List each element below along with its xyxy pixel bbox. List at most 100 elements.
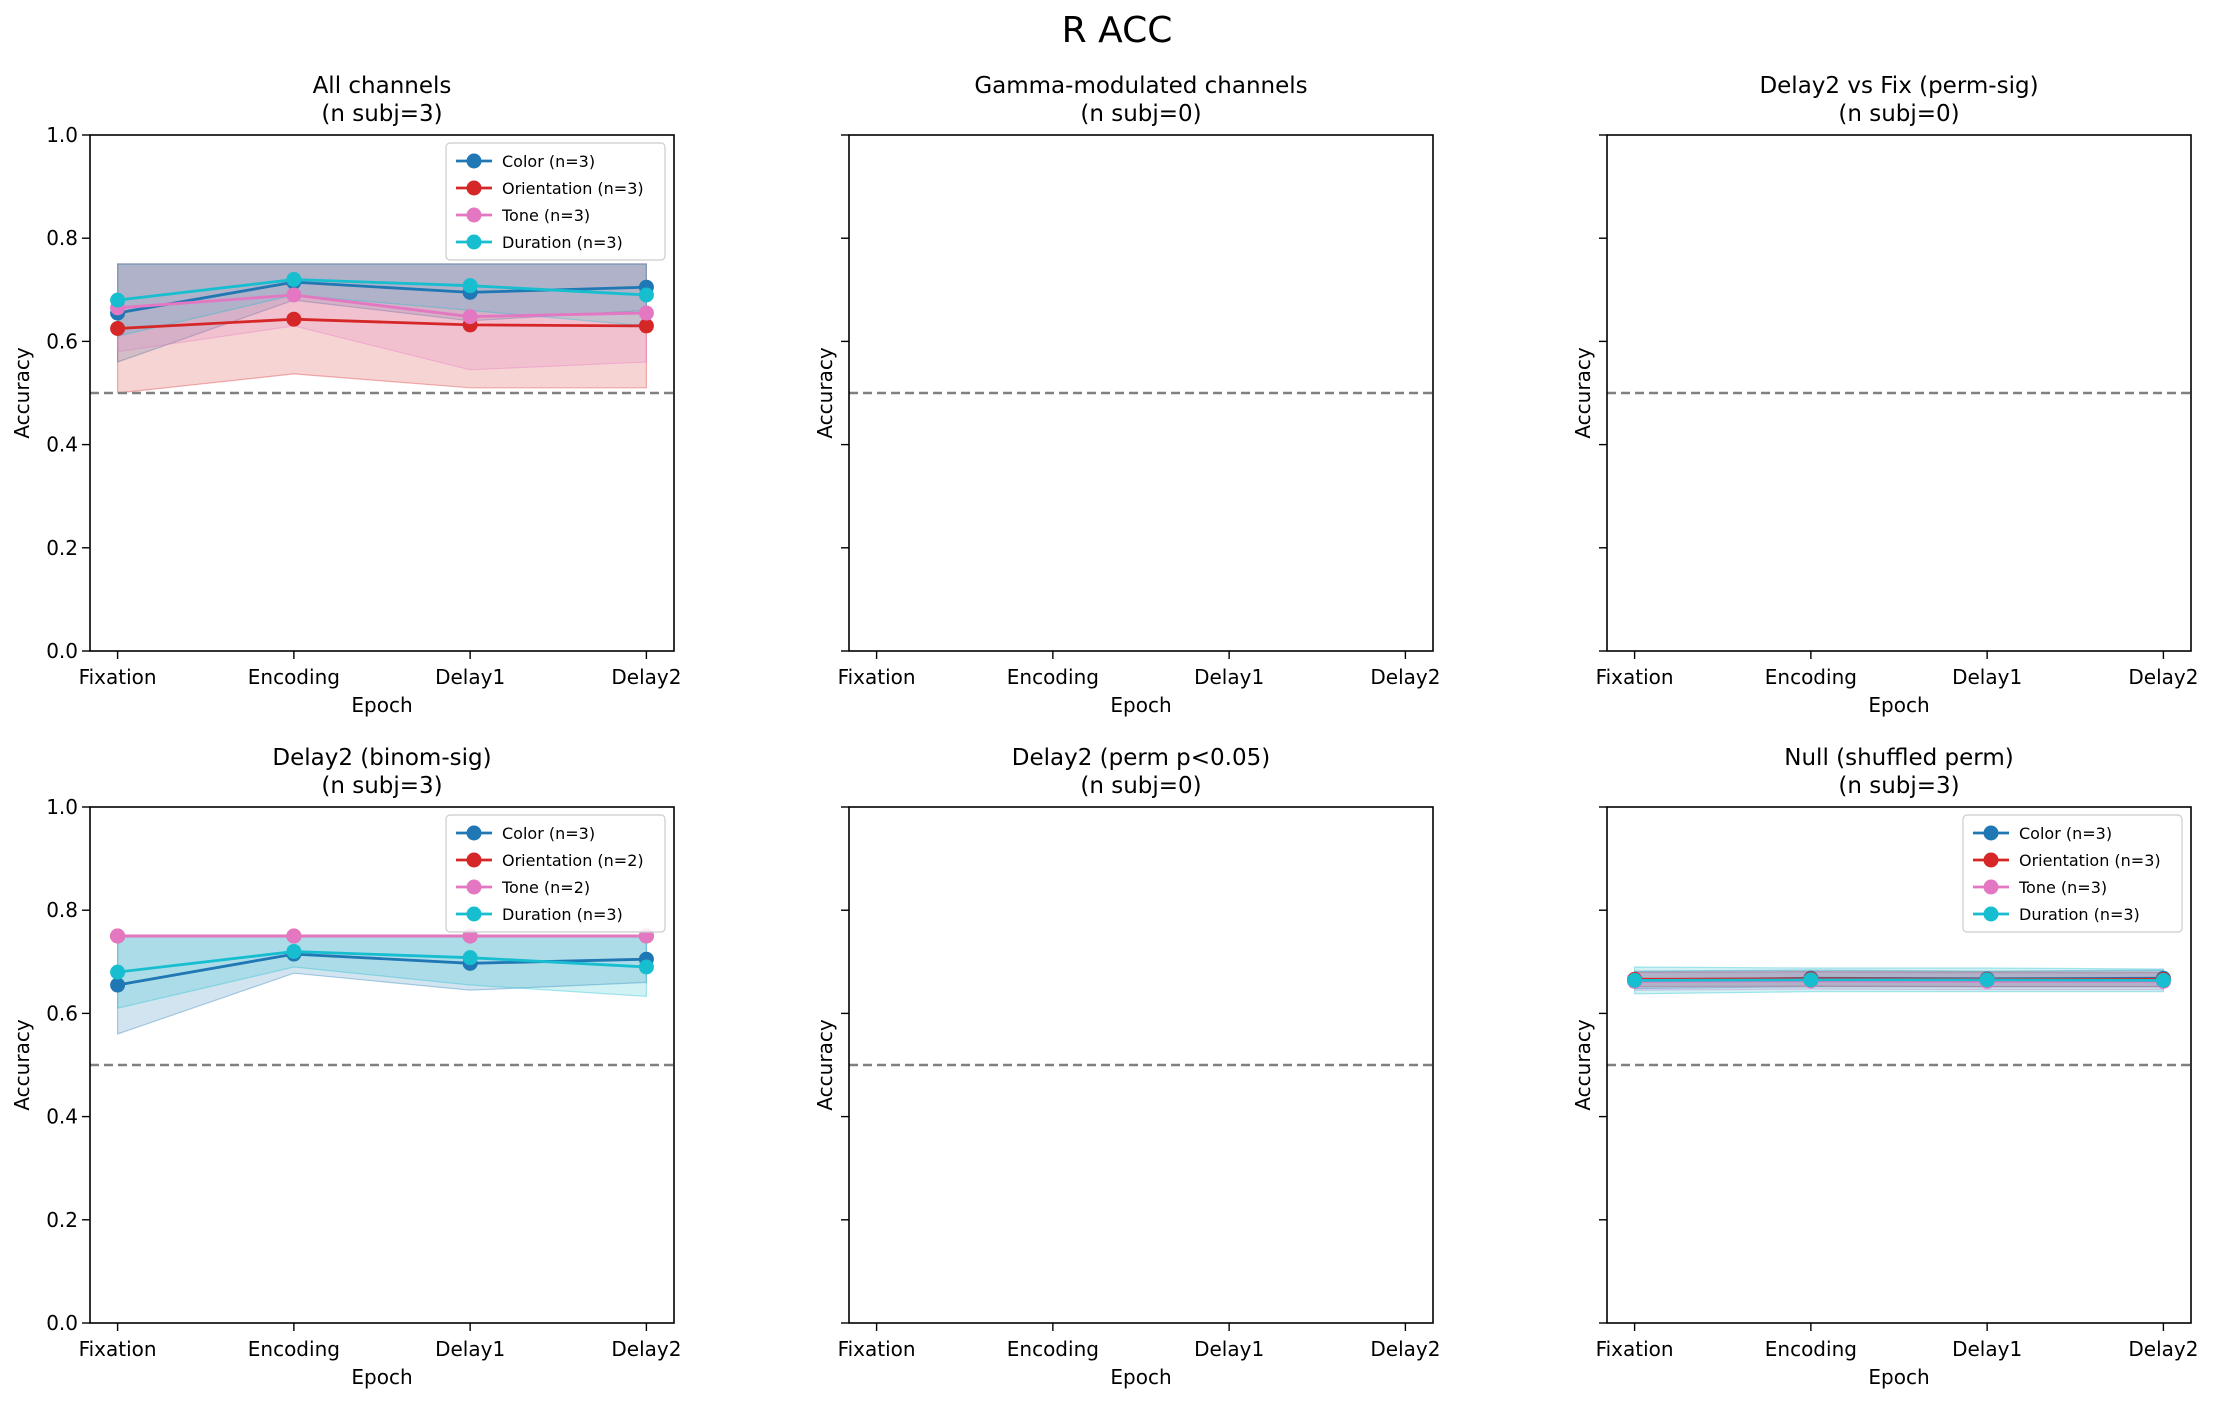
x-tick-label: Fixation	[838, 1337, 916, 1361]
data-point-orientation	[286, 311, 302, 327]
legend-marker-orientation	[466, 852, 482, 868]
x-axis-label: Epoch	[1868, 693, 1929, 717]
x-tick-label: Delay2	[1370, 1337, 1440, 1361]
data-point-tone	[286, 928, 302, 944]
legend-label: Tone (n=3)	[501, 206, 590, 225]
legend-marker-color	[466, 825, 482, 841]
data-point-duration	[110, 292, 126, 308]
x-tick-label: Fixation	[838, 665, 916, 689]
x-tick-label: Delay2	[1370, 665, 1440, 689]
axes-frame	[1606, 806, 2192, 1324]
x-tick-label: Fixation	[79, 665, 157, 689]
data-point-duration	[1979, 972, 1995, 988]
y-axis-label: Accuracy	[1571, 347, 1595, 438]
subplot-title: Null (shuffled perm)	[1784, 745, 2013, 771]
data-point-duration	[1803, 972, 1819, 988]
x-tick-label: Encoding	[1765, 665, 1857, 689]
subplot-subtitle: (n subj=0)	[1838, 101, 1959, 127]
axes-frame	[848, 134, 1434, 652]
y-axis-label: Accuracy	[813, 347, 837, 438]
legend-marker-duration	[466, 906, 482, 922]
data-point-orientation	[110, 321, 126, 336]
subplot-3: Delay2 vs Fix (perm-sig)(n subj=0) Fixati…	[1571, 73, 2198, 717]
legend-label: Orientation (n=3)	[502, 179, 644, 198]
y-tick-label: 0.8	[46, 226, 78, 250]
legend-marker-orientation	[1983, 852, 1999, 868]
x-tick-label: Encoding	[248, 1337, 340, 1361]
legend-label: Duration (n=3)	[502, 905, 623, 924]
data-point-duration	[462, 278, 478, 294]
data-point-duration	[286, 271, 302, 287]
data-point-tone	[462, 309, 478, 325]
subplot-4: Delay2 (binom-sig)(n subj=3) 0.0 0.2 0.4 0.6…	[10, 745, 681, 1389]
confidence-band-orientation	[117, 263, 647, 394]
data-point-orientation	[638, 318, 654, 334]
subplot-title: Gamma-modulated channels	[974, 73, 1307, 99]
legend-label: Color (n=3)	[502, 152, 595, 171]
legend-label: Color (n=3)	[2019, 824, 2112, 843]
legend-box	[445, 142, 666, 261]
data-point-duration	[286, 943, 302, 959]
y-tick-label: 0.0	[46, 639, 78, 663]
legend-label: Orientation (n=2)	[502, 851, 644, 870]
legend: Color (n=3) Orientation (n=3) Tone (n=3) Du…	[1962, 814, 2183, 933]
x-tick-label: Delay2	[611, 665, 681, 689]
data-point-duration	[110, 964, 126, 980]
x-axis-label: Epoch	[351, 1365, 412, 1389]
x-tick-label: Delay2	[611, 1337, 681, 1361]
x-tick-label: Delay2	[2128, 665, 2198, 689]
series-line-duration	[117, 950, 647, 974]
series-line-duration	[1634, 978, 2164, 982]
x-tick-label: Encoding	[248, 665, 340, 689]
x-axis-label: Epoch	[351, 693, 412, 717]
subplot-subtitle: (n subj=0)	[1080, 101, 1201, 127]
x-tick-label: Fixation	[1596, 1337, 1674, 1361]
x-tick-label: Delay1	[435, 1337, 505, 1361]
y-tick-label: 0.2	[46, 1208, 78, 1232]
series-line-duration	[117, 278, 647, 302]
series-line-tone	[117, 293, 647, 319]
legend-label: Tone (n=2)	[501, 878, 590, 897]
x-axis-label: Epoch	[1110, 1365, 1171, 1389]
data-point-tone	[110, 928, 126, 944]
legend-box	[1962, 814, 2183, 933]
x-axis-label: Epoch	[1110, 693, 1171, 717]
axes-frame	[89, 806, 675, 1324]
y-tick-label: 1.0	[46, 795, 78, 819]
legend-marker-duration	[1983, 906, 1999, 922]
subplot-title: All channels	[313, 73, 452, 99]
y-tick-label: 0.6	[46, 1001, 78, 1025]
subplot-title: Delay2 vs Fix (perm-sig)	[1759, 73, 2038, 99]
y-axis-label: Accuracy	[10, 1019, 34, 1110]
subplot-title: Delay2 (binom-sig)	[272, 745, 491, 771]
y-tick-label: 0.4	[46, 1105, 78, 1129]
x-tick-label: Delay2	[2128, 1337, 2198, 1361]
y-axis-label: Accuracy	[813, 1019, 837, 1110]
x-tick-label: Delay1	[1952, 1337, 2022, 1361]
legend-marker-color	[466, 153, 482, 169]
legend-label: Duration (n=3)	[502, 233, 623, 252]
legend-marker-tone	[466, 207, 482, 223]
data-point-duration	[638, 959, 654, 975]
subplot-5: Delay2 (perm p<0.05)(n subj=0) Fixation En…	[813, 745, 1440, 1389]
x-tick-label: Fixation	[79, 1337, 157, 1361]
legend: Color (n=3) Orientation (n=3) Tone (n=3) Du…	[445, 142, 666, 261]
y-axis-label: Accuracy	[10, 347, 34, 438]
x-tick-label: Delay1	[1952, 665, 2022, 689]
data-point-duration	[638, 287, 654, 303]
x-tick-label: Delay1	[1194, 665, 1264, 689]
subplot-subtitle: (n subj=0)	[1080, 773, 1201, 799]
y-tick-label: 0.0	[46, 1311, 78, 1335]
y-tick-label: 1.0	[46, 123, 78, 147]
axes-frame	[89, 134, 675, 652]
y-tick-label: 0.2	[46, 536, 78, 560]
legend-label: Orientation (n=3)	[2019, 851, 2161, 870]
y-tick-label: 0.6	[46, 329, 78, 353]
subplot-1: All channels(n subj=3) 0.0 0.2 0.4 0.6 0.8 1.0…	[10, 73, 681, 717]
subplot-subtitle: (n subj=3)	[321, 773, 442, 799]
figure-title: R ACC	[1062, 10, 1173, 51]
y-tick-label: 0.4	[46, 433, 78, 457]
y-tick-label: 0.8	[46, 898, 78, 922]
